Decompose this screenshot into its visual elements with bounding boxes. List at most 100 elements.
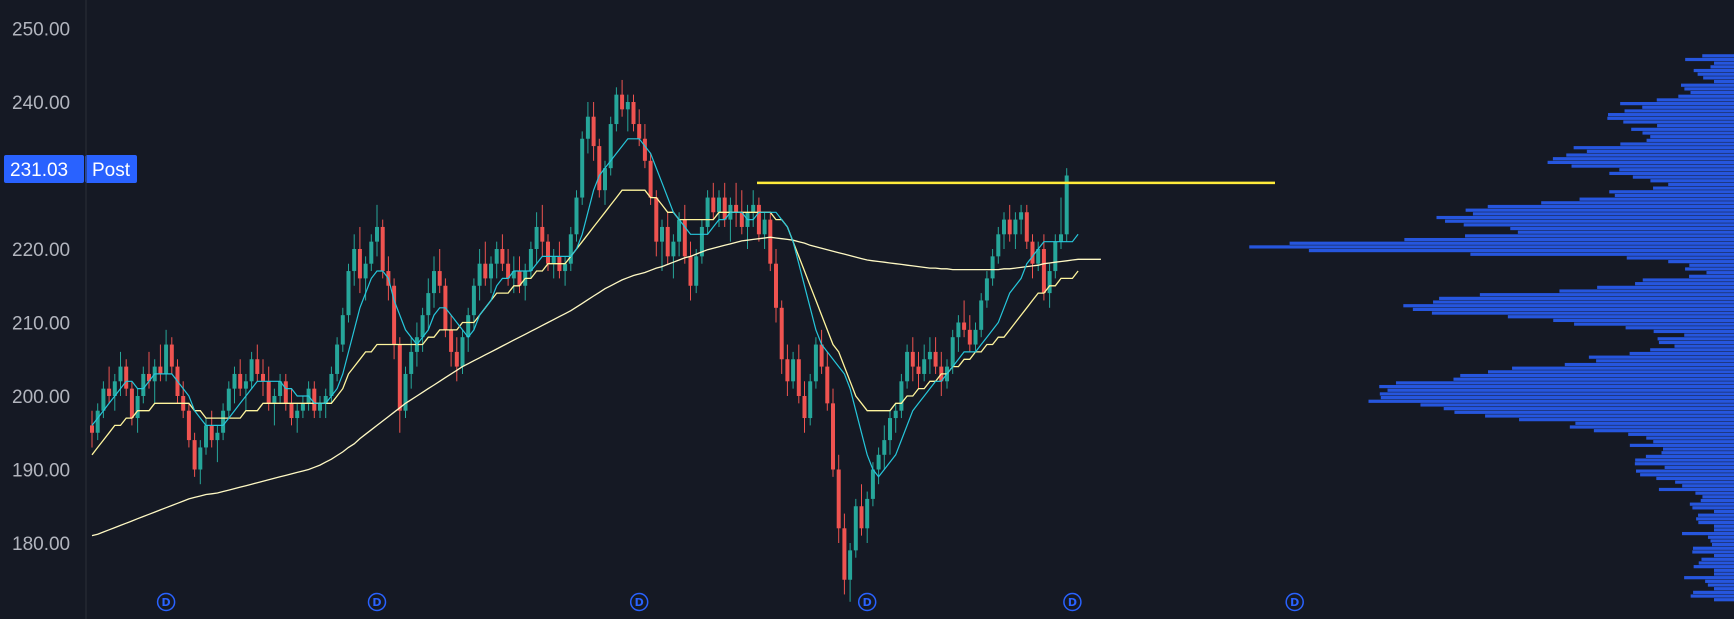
- candle-body: [517, 271, 522, 286]
- volume-profile-bar: [1714, 528, 1734, 532]
- volume-profile-bar: [1714, 524, 1734, 528]
- volume-profile-bar: [1453, 377, 1734, 381]
- volume-profile-bar: [1657, 124, 1734, 128]
- dividend-marker: D: [1285, 592, 1304, 612]
- candle: [186, 403, 191, 448]
- candle-body: [380, 226, 385, 272]
- dividend-letter: D: [1290, 596, 1299, 609]
- candle: [637, 109, 642, 147]
- candle: [380, 219, 385, 279]
- candle-body: [135, 396, 140, 419]
- y-tick-label: 250.00: [12, 20, 70, 41]
- candle-body: [927, 351, 932, 360]
- candle: [979, 293, 984, 338]
- volume-profile-bar: [1658, 487, 1734, 492]
- volume-profile-bar: [1519, 418, 1734, 422]
- candle: [694, 249, 699, 294]
- price-axis[interactable]: 250.00240.00230.00220.00210.00200.00190.…: [12, 20, 70, 556]
- candle-body: [511, 271, 516, 279]
- candle-body: [90, 425, 94, 433]
- volume-profile-bar: [1698, 520, 1734, 525]
- candle: [819, 329, 824, 374]
- dividend-marker: D: [367, 592, 387, 612]
- volume-profile-bar: [1586, 149, 1734, 153]
- volume-profile-bar: [1614, 193, 1734, 198]
- candle-body: [209, 425, 214, 441]
- candle: [397, 337, 402, 433]
- volume-profile-bar: [1635, 458, 1734, 462]
- candle-body: [808, 381, 813, 419]
- candle: [905, 344, 910, 389]
- volume-profile-bar: [1574, 322, 1734, 326]
- candle-body: [876, 454, 881, 470]
- candle: [540, 204, 545, 257]
- candle: [255, 344, 260, 382]
- candle: [1002, 212, 1006, 249]
- volume-profile-bar: [1472, 212, 1734, 216]
- volume-profile-bar: [1517, 230, 1734, 234]
- volume-profile-bar: [1714, 554, 1734, 558]
- candle-body: [654, 197, 659, 242]
- volume-profile-bar: [1684, 333, 1734, 337]
- candle-body: [585, 116, 590, 139]
- candle: [454, 337, 459, 382]
- candle-body: [528, 249, 533, 272]
- volume-profile-bar: [1403, 304, 1734, 308]
- candle: [1013, 212, 1018, 249]
- y-tick-label: 200.00: [12, 387, 70, 408]
- candle-body: [249, 359, 254, 382]
- volume-profile-bar: [1714, 509, 1734, 514]
- candle-body: [682, 219, 687, 257]
- candle: [1019, 204, 1024, 235]
- volume-profile-bar: [1395, 381, 1734, 385]
- volume-profile-bar: [1685, 267, 1734, 271]
- candle-body: [677, 219, 682, 242]
- candle-body: [471, 285, 476, 316]
- candle: [927, 337, 932, 374]
- candle-body: [164, 344, 169, 374]
- last-price-value: 231.03: [10, 160, 68, 181]
- candle: [546, 234, 550, 272]
- volume-profile-bar: [1706, 271, 1734, 275]
- candle: [278, 373, 283, 404]
- volume-profile-bar: [1512, 366, 1734, 370]
- dividend-marker: D: [629, 592, 649, 612]
- volume-profile-bar: [1642, 105, 1734, 109]
- candle-body: [899, 381, 904, 411]
- candle-body: [318, 403, 322, 411]
- candle-body: [785, 359, 790, 382]
- volume-profile-bar: [1653, 186, 1734, 190]
- candle-body: [910, 351, 915, 367]
- candle-body: [802, 396, 807, 419]
- candle-body: [158, 366, 163, 374]
- candle-body: [979, 300, 984, 330]
- volume-profile-bar: [1698, 513, 1734, 517]
- candle: [261, 359, 265, 396]
- candle: [238, 359, 243, 396]
- candle-body: [1002, 219, 1006, 235]
- candle-body: [1036, 249, 1041, 264]
- volume-profile-bar: [1684, 576, 1734, 580]
- candle-body: [95, 410, 100, 433]
- volume-profile-bar: [1664, 465, 1734, 470]
- candle-body: [762, 219, 767, 235]
- volume-profile-bar: [1695, 491, 1734, 495]
- candle: [665, 212, 670, 264]
- ma-short-line: [91, 138, 1079, 478]
- volume-profile-bar: [1685, 57, 1734, 62]
- candle: [648, 153, 653, 205]
- volume-profile-bar: [1485, 414, 1734, 418]
- candle: [791, 351, 796, 389]
- candle-body: [568, 234, 573, 264]
- candle-body: [221, 410, 226, 433]
- candle-body: [711, 197, 716, 213]
- volume-profile-bar: [1650, 135, 1734, 139]
- candle-body: [734, 204, 739, 213]
- volume-profile-bar: [1460, 373, 1734, 378]
- volume-profile-bar: [1714, 598, 1734, 602]
- candle-body: [603, 168, 607, 191]
- candle: [836, 454, 841, 543]
- volume-profile-bar: [1692, 506, 1734, 510]
